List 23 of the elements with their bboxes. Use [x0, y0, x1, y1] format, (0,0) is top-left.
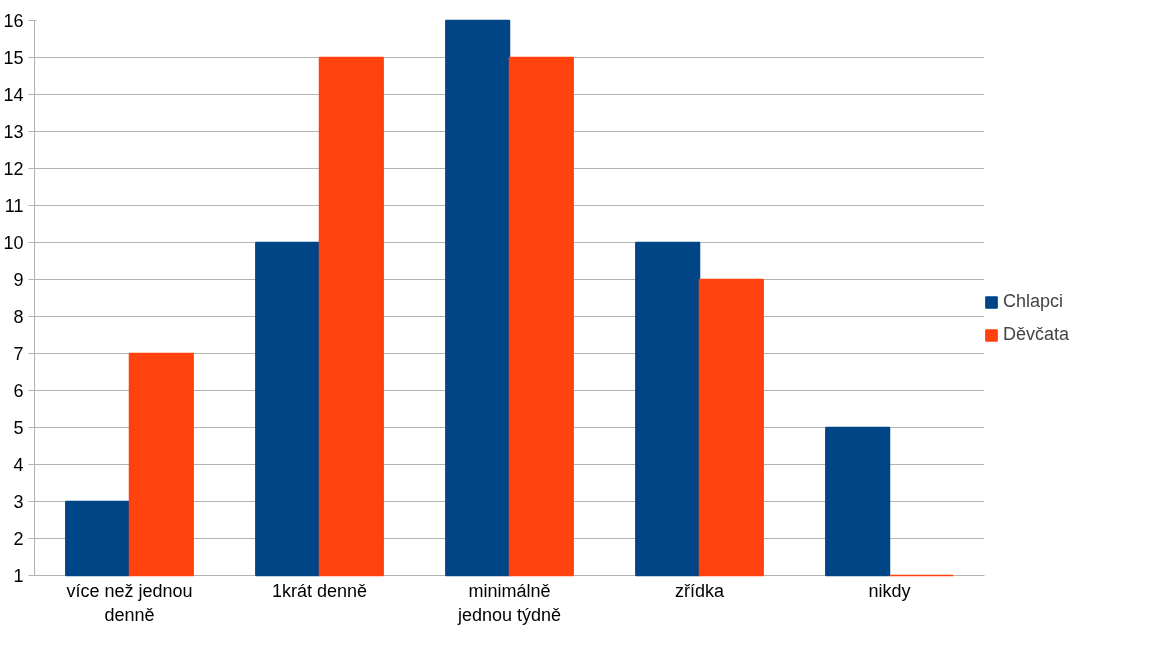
x-tick-label: více než jednou denně: [66, 580, 193, 625]
y-tick-label: 5: [13, 418, 24, 438]
y-tick-label: 1: [13, 566, 24, 586]
y-tick-label: 9: [13, 270, 24, 290]
x-tick-label: zřídka: [674, 580, 725, 601]
y-tick-label: 14: [3, 85, 24, 105]
y-tick-label: 12: [3, 159, 24, 179]
y-tick-label: 4: [13, 455, 24, 475]
y-tick-label: 6: [13, 381, 24, 401]
y-tick-label: 8: [13, 307, 24, 327]
legend-label: Chlapci: [1003, 291, 1064, 312]
y-tick-label: 2: [13, 529, 24, 549]
x-tick-label: 1krát denně: [271, 580, 368, 601]
y-tick-label: 10: [3, 233, 24, 253]
y-tick-label: 11: [4, 196, 24, 216]
y-tick-label: 3: [13, 492, 24, 512]
y-tick-label: 7: [13, 344, 24, 364]
legend-label: Děvčata: [1003, 324, 1070, 345]
y-tick-label: 13: [3, 122, 24, 142]
y-tick-label: 15: [3, 48, 24, 68]
x-tick-label: nikdy: [868, 580, 911, 601]
x-tick-label: minimálně jednou týdně: [456, 580, 562, 625]
y-tick-label: 16: [3, 11, 24, 31]
